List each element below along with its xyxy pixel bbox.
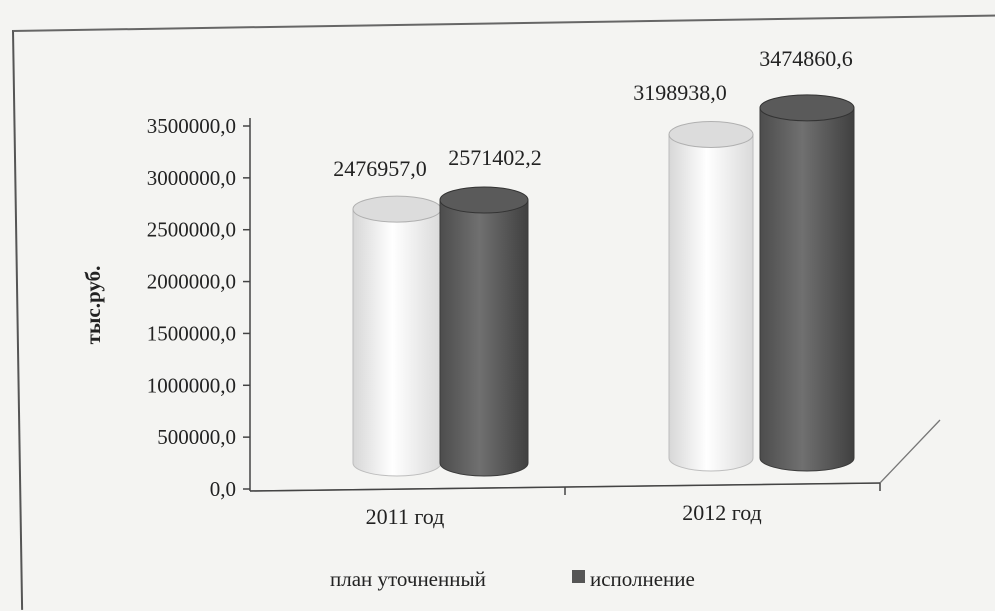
category-label-2012: 2012 год (682, 500, 762, 525)
y-axis-title: тыс.руб. (81, 266, 105, 345)
bar-plan-1 (352, 208, 442, 477)
data-label-execution-1: 2571402,2 (448, 145, 542, 170)
category-label-2011: 2011 год (366, 504, 445, 529)
legend: план уточненный исполнение (330, 567, 695, 591)
data-label-plan-2: 3198938,0 (633, 80, 727, 105)
y-tick-label: 0,0 (210, 477, 236, 501)
y-tick-label: 2500000,0 (147, 218, 236, 242)
bar-execution-1 (439, 199, 529, 477)
y-tick-label: 1000000,0 (147, 373, 236, 397)
bar-execution-2 (759, 107, 855, 472)
bars-group: 2476957,0 2571402,2 3198938,0 3474860,6 (333, 46, 855, 477)
data-label-plan-1: 2476957,0 (333, 156, 427, 181)
data-label-execution-2: 3474860,6 (759, 46, 853, 71)
y-tick-label: 2000000,0 (147, 270, 236, 294)
bar-top-plan-2 (668, 120, 754, 148)
y-tick-label: 3000000,0 (147, 166, 236, 190)
bar-top-execution-1 (439, 186, 529, 214)
y-tick-label: 3500000,0 (147, 114, 236, 138)
legend-label-plan: план уточненный (330, 567, 486, 591)
legend-label-execution: исполнение (590, 567, 695, 591)
y-tick-label: 500000,0 (157, 425, 236, 449)
bar-plan-2 (668, 133, 754, 472)
y-axis-ticks: 0,0 500000,0 1000000,0 1500000,0 2000000,0 25… (147, 114, 250, 501)
legend-swatch-execution (572, 570, 585, 583)
bar-top-plan-1 (352, 195, 442, 223)
bar-top-execution-2 (759, 94, 855, 122)
y-tick-label: 1500000,0 (147, 321, 236, 345)
